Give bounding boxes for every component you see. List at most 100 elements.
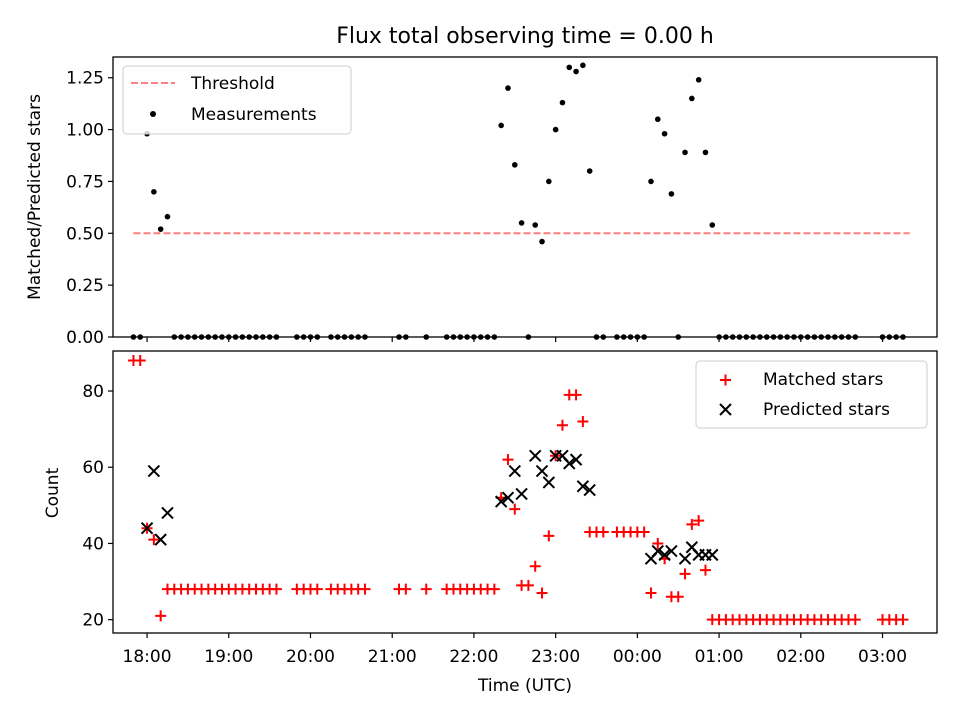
measurement-point: [334, 334, 341, 340]
measurement-point: [845, 334, 852, 340]
bottom-plot-marks: [127, 355, 909, 626]
matched-star-point: [638, 526, 650, 538]
measurement-point: [219, 334, 225, 340]
measurement-point: [191, 334, 198, 340]
top-legend: Threshold Measurements: [122, 65, 352, 135]
predicted-star-point: [576, 480, 590, 493]
measurement-point: [328, 334, 334, 340]
x-tick-label: 01:00: [695, 647, 744, 667]
matched-star-point: [693, 515, 705, 527]
matched-star-point: [645, 587, 657, 599]
measurement-point: [825, 334, 831, 340]
measurement-point: [273, 334, 280, 340]
legend-measurements-swatch: [150, 111, 156, 117]
measurement-point: [457, 334, 464, 340]
predicted-star-point: [494, 495, 508, 508]
predicted-star-point: [147, 464, 161, 478]
x-tick-label: 19:00: [204, 647, 253, 667]
measurement-point: [763, 334, 770, 340]
matched-star-point: [672, 591, 684, 603]
matched-star-point: [652, 537, 664, 549]
measurement-point: [348, 334, 355, 340]
top-y-tick-label: 0.75: [66, 172, 104, 192]
measurement-point: [171, 334, 178, 340]
measurement-point: [232, 334, 239, 340]
measurement-point: [205, 334, 212, 340]
chart-title: Flux total observing time = 0.00 h: [336, 24, 714, 49]
measurement-point: [246, 334, 252, 340]
matched-star-point: [400, 583, 412, 595]
predicted-star-point: [154, 533, 167, 546]
top-y-tick-label: 0.50: [66, 224, 104, 244]
measurement-point: [689, 95, 695, 102]
measurement-point: [341, 334, 348, 340]
measurement-point: [566, 64, 573, 71]
measurement-point: [586, 168, 593, 174]
measurement-point: [838, 334, 845, 340]
matched-star-point: [556, 419, 568, 431]
measurement-point: [593, 334, 600, 340]
matched-star-point: [359, 583, 371, 595]
matched-star-point: [420, 583, 432, 595]
measurement-point: [546, 178, 552, 185]
measurement-point: [634, 334, 641, 340]
x-tick-label: 00:00: [613, 647, 662, 667]
predicted-star-point: [583, 483, 596, 497]
predicted-star-point: [140, 521, 154, 535]
measurement-point: [600, 334, 607, 340]
x-tick-label: 22:00: [449, 647, 498, 667]
measurement-point: [654, 116, 661, 123]
measurement-point: [294, 334, 300, 340]
measurement-point: [675, 334, 682, 340]
measurement-point: [307, 334, 314, 340]
top-y-axis-label: Matched/Predicted stars: [25, 94, 45, 300]
matched-star-point: [543, 530, 555, 542]
bottom-x-ticks: 18:00 19:00 20:00 21:00 22:00 23:00 00:00 01:00…: [123, 633, 907, 667]
measurement-point: [423, 334, 430, 340]
predicted-star-point: [542, 476, 556, 489]
measurement-point: [736, 334, 743, 340]
measurement-point: [682, 149, 688, 156]
measurement-point: [477, 334, 484, 340]
measurement-point: [552, 126, 559, 133]
measurement-point: [641, 334, 647, 340]
measurement-point: [157, 226, 164, 232]
measurement-point: [559, 99, 566, 106]
top-legend-box: [122, 65, 352, 135]
predicted-star-point: [563, 457, 576, 470]
measurement-point: [266, 334, 273, 340]
measurement-point: [491, 334, 498, 340]
measurement-point: [879, 334, 886, 340]
measurement-point: [832, 334, 838, 340]
measurement-point: [511, 162, 518, 168]
measurement-point: [525, 334, 532, 340]
legend-matched-swatch: [720, 374, 731, 386]
top-y-tick-label: 0.00: [66, 328, 104, 348]
measurement-point: [852, 334, 859, 340]
matched-star-point: [897, 614, 909, 626]
predicted-star-point: [665, 544, 678, 558]
legend-predicted-swatch: [719, 403, 732, 416]
predicted-star-point: [501, 491, 515, 504]
measurement-point: [532, 222, 539, 228]
measurement-point: [750, 334, 756, 340]
measurement-point: [137, 334, 144, 340]
measurement-point: [396, 334, 402, 340]
measurement-point: [185, 334, 191, 340]
predicted-star-point: [508, 464, 521, 478]
measurement-point: [614, 334, 620, 340]
measurement-point: [729, 334, 736, 340]
measurement-point: [893, 334, 899, 340]
measurement-point: [198, 334, 205, 340]
bottom-y-tick-label: 60: [82, 458, 104, 478]
measurement-point: [239, 334, 246, 340]
matched-star-point: [488, 583, 500, 595]
top-y-tick-label: 0.25: [66, 276, 104, 296]
legend-matched-label: Matched stars: [763, 370, 883, 390]
matched-star-point: [522, 579, 534, 591]
bottom-y-ticks: 20 40 60 80: [82, 382, 113, 631]
measurement-point: [212, 334, 218, 340]
top-y-ticks: 0.00 0.25 0.50 0.75 1.00 1.25: [66, 69, 113, 348]
measurement-point: [743, 334, 750, 340]
